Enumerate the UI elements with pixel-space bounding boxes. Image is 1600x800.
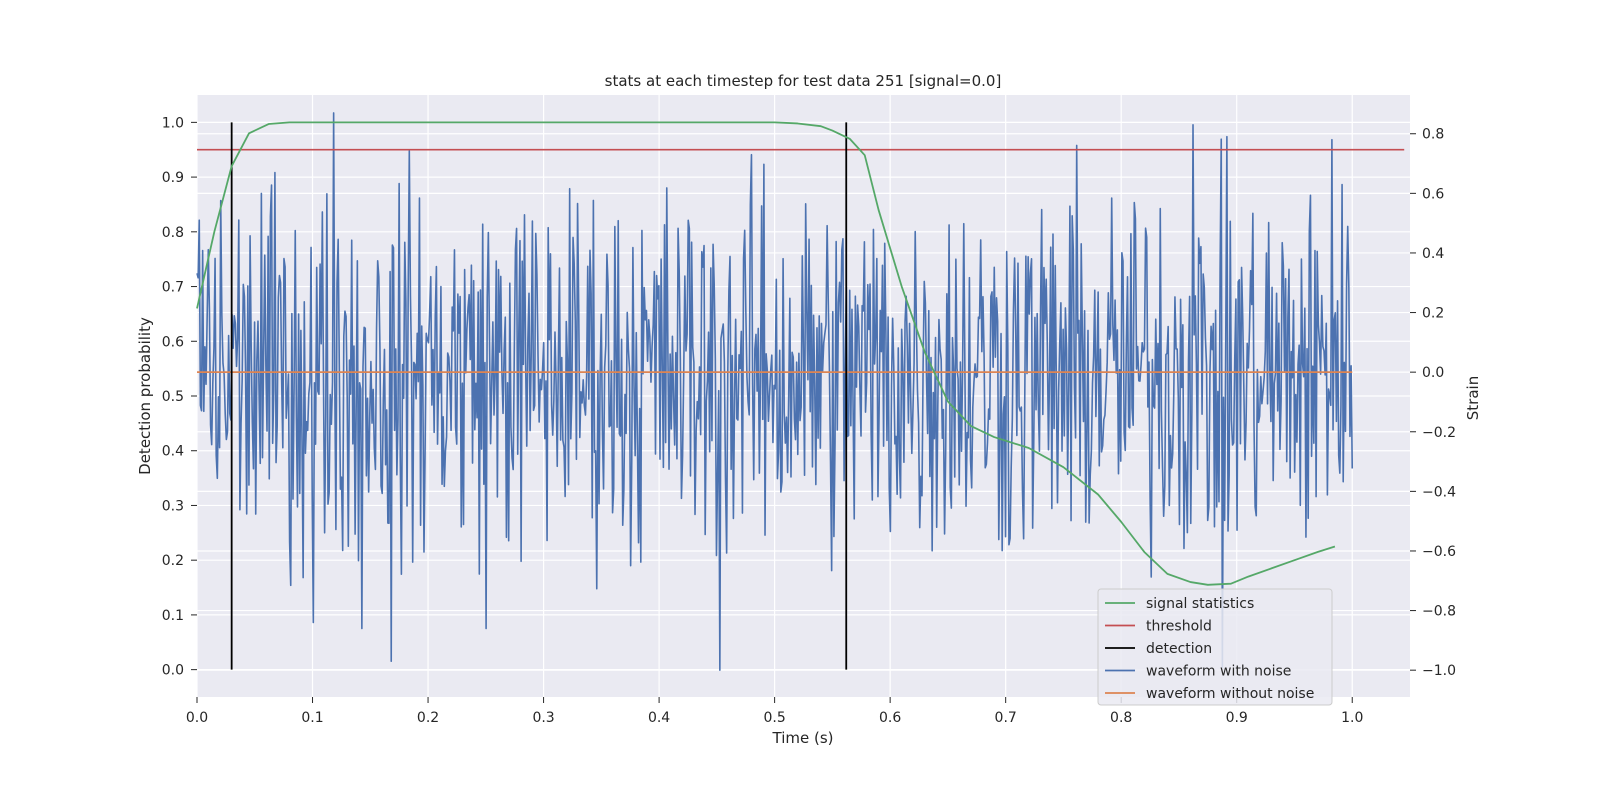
x-tick-label: 0.4	[648, 710, 670, 726]
y-right-tick-label: −0.6	[1422, 544, 1456, 560]
y-left-tick-label: 0.1	[162, 608, 184, 624]
x-tick-label: 0.3	[532, 710, 554, 726]
series-signal-statistics	[196, 121, 1336, 586]
y-right-axis-ticks: −1.0 −0.8 −0.6 −0.4 −0.2 0.0 0.2 0.4 0.6 0.8	[1410, 127, 1456, 679]
plot-area	[196, 95, 1410, 697]
legend-label: waveform without noise	[1146, 686, 1314, 702]
x-tick-label: 0.2	[417, 710, 439, 726]
legend-label: signal statistics	[1146, 596, 1254, 612]
series-waveform-with-noise	[196, 112, 1354, 671]
x-tick-label: 0.0	[186, 710, 208, 726]
y-right-tick-label: 0.8	[1422, 127, 1444, 143]
legend-box	[1097, 588, 1333, 706]
y-left-axis-ticks: 0.0 0.1 0.2 0.3 0.4 0.5 0.6 0.7 0.8 0.9 1.0	[162, 115, 197, 679]
x-axis-ticks: 0.0 0.1 0.2 0.3 0.4 0.5 0.6 0.7 0.8 0.9 1.0	[186, 697, 1363, 726]
y-right-tick-label: 0.0	[1422, 365, 1444, 381]
x-tick-label: 0.9	[1226, 710, 1248, 726]
chart-title: stats at each timestep for test data 251…	[605, 72, 1002, 90]
y-right-tick-label: −0.4	[1422, 484, 1456, 500]
x-axis-label: Time (s)	[772, 729, 834, 747]
y-right-tick-label: 0.6	[1422, 186, 1444, 202]
y-right-tick-label: −0.8	[1422, 604, 1456, 620]
legend-label: threshold	[1146, 619, 1212, 635]
y-right-tick-label: −0.2	[1422, 425, 1456, 441]
y-left-tick-label: 0.5	[162, 389, 184, 405]
x-tick-label: 0.8	[1110, 710, 1132, 726]
y-left-tick-label: 0.6	[162, 334, 184, 350]
legend: signal statistics threshold detection wavef…	[1097, 588, 1333, 706]
y-left-tick-label: 0.3	[162, 498, 184, 514]
x-tick-label: 0.1	[301, 710, 323, 726]
y-left-tick-label: 0.9	[162, 170, 184, 186]
x-tick-label: 0.6	[879, 710, 901, 726]
y-left-axis-label: Detection probability	[136, 317, 154, 475]
legend-label: detection	[1146, 641, 1212, 657]
y-right-axis-label: Strain	[1464, 376, 1482, 420]
y-left-tick-label: 0.2	[162, 553, 184, 569]
x-tick-label: 1.0	[1341, 710, 1363, 726]
y-left-tick-label: 0.4	[162, 444, 184, 460]
y-left-tick-label: 0.7	[162, 280, 184, 296]
y-left-tick-label: 1.0	[162, 115, 184, 131]
y-left-tick-label: 0.8	[162, 225, 184, 241]
y-right-tick-label: −1.0	[1422, 663, 1456, 679]
series-layer	[196, 112, 1405, 671]
y-right-tick-label: 0.4	[1422, 246, 1444, 262]
x-tick-label: 0.7	[995, 710, 1017, 726]
y-left-tick-label: 0.0	[162, 663, 184, 679]
x-tick-label: 0.5	[763, 710, 785, 726]
legend-label: waveform with noise	[1146, 664, 1291, 680]
y-right-tick-label: 0.2	[1422, 306, 1444, 322]
